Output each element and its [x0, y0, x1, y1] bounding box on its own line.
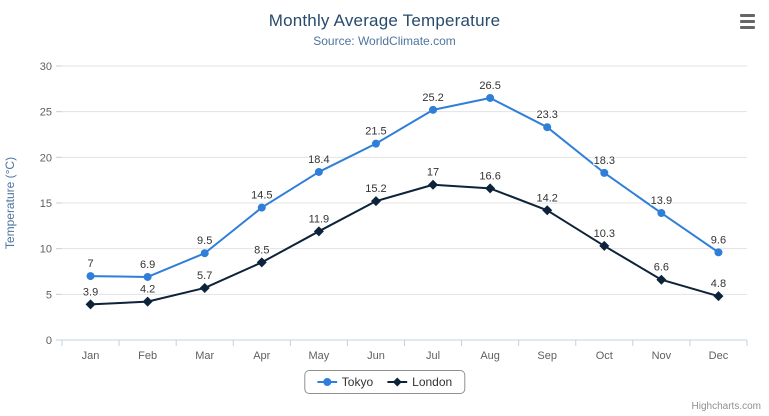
svg-text:18.4: 18.4 — [308, 154, 329, 166]
svg-text:15.2: 15.2 — [365, 183, 386, 195]
svg-text:4.2: 4.2 — [140, 284, 155, 296]
london-series-marker-icon — [387, 377, 408, 387]
svg-text:18.3: 18.3 — [594, 155, 615, 167]
svg-text:7: 7 — [87, 258, 93, 270]
svg-text:16.6: 16.6 — [479, 170, 500, 182]
svg-text:Nov: Nov — [652, 350, 672, 362]
svg-text:3.9: 3.9 — [83, 286, 98, 298]
svg-text:6.9: 6.9 — [140, 259, 155, 271]
svg-text:Jan: Jan — [82, 350, 100, 362]
export-menu-button[interactable] — [737, 12, 757, 30]
svg-text:13.9: 13.9 — [651, 195, 672, 207]
svg-text:9.6: 9.6 — [711, 234, 726, 246]
svg-text:Sep: Sep — [537, 350, 557, 362]
svg-text:0: 0 — [46, 335, 52, 347]
svg-text:May: May — [308, 350, 329, 362]
svg-text:10: 10 — [40, 244, 52, 256]
hamburger-menu-icon — [739, 25, 755, 29]
svg-text:5.7: 5.7 — [197, 270, 212, 282]
svg-text:5: 5 — [46, 289, 52, 301]
svg-text:Aug: Aug — [480, 350, 500, 362]
tokyo-series-marker-icon — [316, 378, 337, 386]
svg-text:14.2: 14.2 — [536, 192, 557, 204]
svg-text:Jun: Jun — [367, 350, 385, 362]
svg-text:15: 15 — [40, 198, 52, 210]
hamburger-menu-icon — [739, 13, 755, 17]
svg-text:11.9: 11.9 — [309, 213, 330, 225]
svg-text:Mar: Mar — [195, 350, 214, 362]
legend: Tokyo London — [303, 370, 466, 394]
svg-text:4.8: 4.8 — [711, 278, 726, 290]
svg-text:21.5: 21.5 — [365, 126, 386, 138]
chart-title: Monthly Average Temperature — [268, 11, 501, 30]
svg-text:Feb: Feb — [138, 350, 157, 362]
highcharts-credits[interactable]: Highcharts.com — [691, 401, 761, 412]
svg-text:14.5: 14.5 — [251, 190, 272, 202]
svg-text:Temperature (°C): Temperature (°C) — [3, 157, 17, 249]
chart-subtitle: Source: WorldClimate.com — [313, 34, 456, 48]
svg-text:Apr: Apr — [253, 350, 270, 362]
svg-text:25.2: 25.2 — [422, 92, 443, 104]
svg-text:Oct: Oct — [596, 350, 613, 362]
svg-text:23.3: 23.3 — [536, 109, 557, 121]
legend-label-tokyo: Tokyo — [341, 375, 374, 389]
svg-text:26.5: 26.5 — [479, 80, 500, 92]
legend-item-london[interactable]: London — [387, 375, 452, 389]
legend-label-london: London — [412, 375, 453, 389]
svg-text:10.3: 10.3 — [594, 228, 615, 240]
svg-text:30: 30 — [40, 61, 52, 73]
svg-text:6.6: 6.6 — [654, 262, 669, 274]
legend-item-tokyo[interactable]: Tokyo — [316, 375, 374, 389]
svg-text:9.5: 9.5 — [197, 235, 212, 247]
svg-text:25: 25 — [40, 107, 52, 119]
svg-text:Dec: Dec — [709, 350, 729, 362]
hamburger-menu-icon — [739, 19, 755, 23]
svg-text:17: 17 — [427, 167, 439, 179]
svg-text:Jul: Jul — [426, 350, 440, 362]
svg-text:8.5: 8.5 — [254, 244, 269, 256]
svg-text:20: 20 — [40, 152, 52, 164]
